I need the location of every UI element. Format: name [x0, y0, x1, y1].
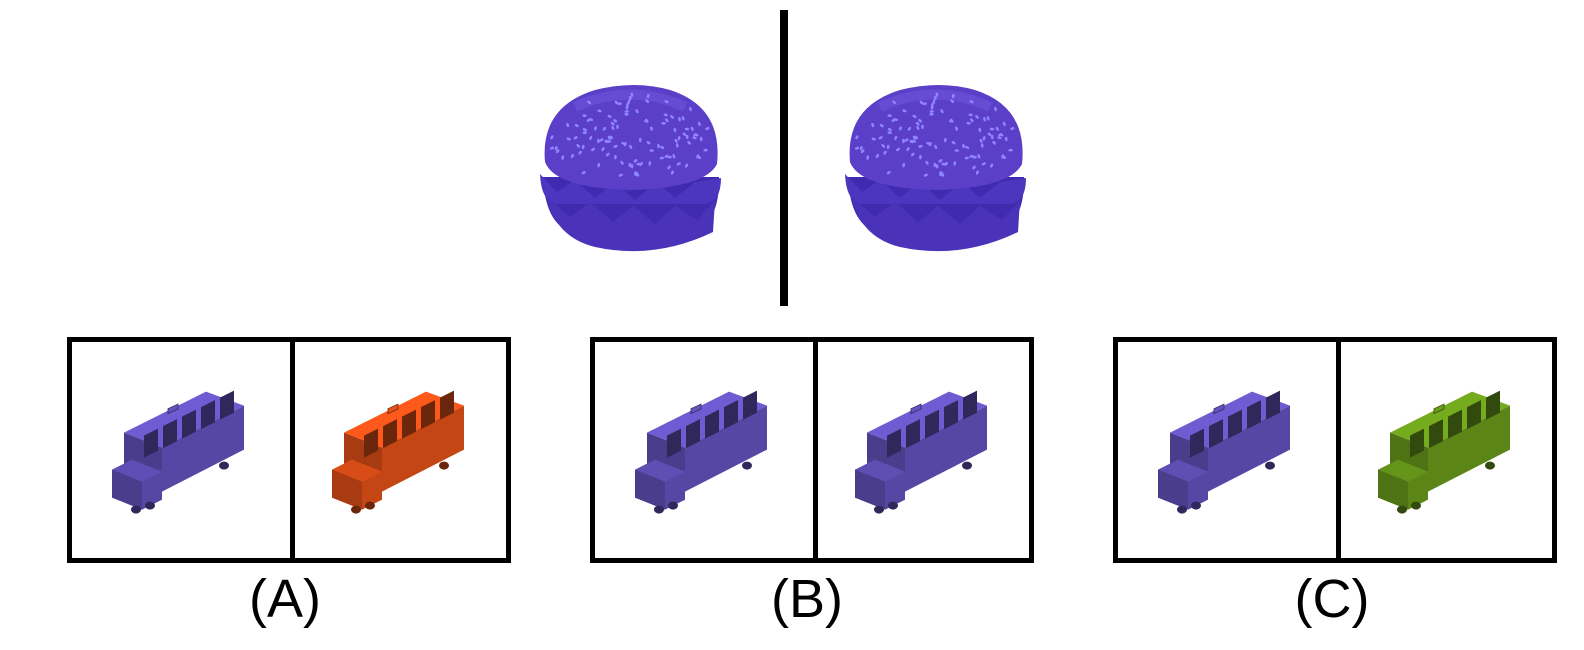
burger-icon [540, 85, 721, 252]
bus-icon [854, 390, 987, 514]
bus-icon [1377, 390, 1510, 514]
bus-icon [112, 390, 244, 514]
option-a-left-cell [72, 342, 290, 558]
reference-divider [780, 10, 788, 306]
option-c-label: (C) [1294, 569, 1370, 629]
option-c-panel[interactable] [1113, 337, 1557, 563]
option-b-right-cell [818, 342, 1029, 558]
reference-right-burger [840, 82, 1030, 257]
option-b-left-cell [595, 342, 813, 558]
option-b-divider [813, 342, 818, 558]
burger-icon [845, 85, 1026, 252]
reference-left-burger [535, 82, 725, 257]
option-a-divider [290, 342, 295, 558]
option-c-right-cell [1341, 342, 1552, 558]
option-c-divider [1336, 342, 1341, 558]
bus-icon [331, 390, 464, 514]
option-a-right-cell [295, 342, 506, 558]
bus-icon [1158, 390, 1290, 514]
option-a-panel[interactable] [67, 337, 511, 563]
option-a-label: (A) [249, 569, 321, 629]
option-c-left-cell [1118, 342, 1336, 558]
bus-icon [635, 390, 767, 514]
option-b-label: (B) [771, 569, 843, 629]
option-b-panel[interactable] [590, 337, 1034, 563]
